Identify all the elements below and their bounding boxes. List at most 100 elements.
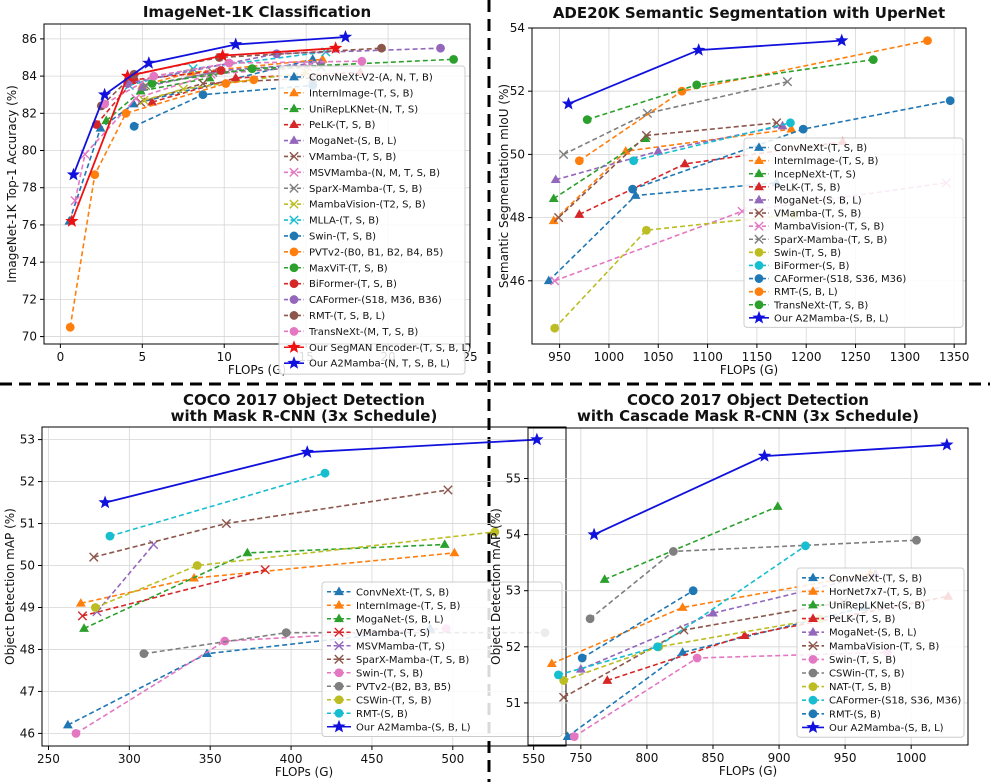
tick-label-y: 53: [20, 433, 35, 447]
tick-label-x: 950: [548, 350, 571, 364]
tick-label-y: 46: [510, 274, 525, 288]
legend-entry: SparX-Mamba-(T, S, B): [774, 235, 887, 246]
data-point: [835, 33, 849, 47]
tick-label-y: 48: [20, 642, 35, 656]
series-9: [90, 527, 500, 612]
data-point: [147, 96, 158, 106]
data-point: [71, 729, 81, 738]
tick-label-x: 350: [199, 752, 222, 766]
legend-marker: [754, 208, 764, 218]
legend-marker: [754, 221, 764, 231]
tick-label-y: 49: [20, 600, 35, 614]
data-point: [215, 48, 230, 62]
series-18: [65, 41, 343, 227]
legend-marker: [289, 231, 299, 241]
data-point: [653, 642, 662, 652]
tick-label-x: 750: [569, 751, 592, 765]
tick-label-x: 950: [834, 751, 857, 765]
data-point: [677, 647, 688, 656]
data-point: [90, 603, 100, 612]
tick-label-x: 850: [702, 751, 725, 765]
series-3: [79, 539, 450, 632]
data-point: [772, 501, 783, 510]
data-point: [97, 87, 112, 101]
legend-marker: [806, 720, 820, 734]
tick-label-y: 53: [506, 584, 521, 598]
data-point: [585, 614, 595, 624]
legend-marker: [334, 613, 344, 623]
tick-label-x: 10: [217, 350, 232, 364]
legend-entry: CAFormer-(S18, S36, M36): [829, 696, 961, 707]
legend-entry: PVTv2-(B0, B1, B2, B4, B5): [309, 247, 443, 258]
tick-label-x: 900: [768, 751, 791, 765]
series-7: [70, 62, 313, 206]
data-point: [229, 37, 243, 51]
series-line: [68, 58, 313, 222]
legend-marker: [289, 247, 299, 257]
tick-label-y: 54: [506, 528, 521, 542]
data-point: [198, 90, 208, 100]
legend-entry: MogaNet-(S, B, L): [356, 614, 444, 625]
data-point: [561, 96, 576, 110]
data-point: [178, 84, 188, 94]
legend-marker: [754, 142, 764, 151]
chart-title: ImageNet-1K Classification: [143, 3, 371, 21]
legend: ConvNeXt-V2-(A, N, T, B) InternImage-(T, …: [278, 65, 471, 375]
data-point: [530, 432, 544, 446]
tick-label-y: 80: [22, 144, 37, 158]
data-point: [801, 541, 810, 551]
tick-label-y: 76: [22, 218, 37, 232]
legend-marker: [289, 263, 299, 273]
data-point: [575, 664, 586, 673]
data-point: [550, 174, 561, 184]
tick-label-y: 54: [510, 21, 525, 35]
legend-entry: CAFormer-(S18, M36, B36): [309, 295, 442, 306]
legend-entry: MogaNet-(S, B, L): [774, 195, 862, 206]
data-point: [357, 56, 367, 66]
data-point: [558, 692, 569, 703]
tick-label-y: 72: [22, 292, 37, 306]
data-point: [945, 96, 955, 106]
tick-label-y: 70: [22, 330, 37, 344]
data-point: [559, 676, 569, 685]
data-point: [128, 98, 139, 108]
data-point: [708, 607, 718, 617]
legend-entry: VMamba-(T, S, B): [309, 152, 396, 163]
tick-label-y: 51: [20, 517, 35, 531]
legend-entry: MSVMamba-(T, S): [356, 641, 445, 652]
data-point: [260, 565, 270, 575]
tick-label-x: 1200: [791, 350, 822, 364]
data-point: [553, 670, 563, 680]
tick-label-y: 48: [510, 211, 525, 225]
data-point: [786, 118, 795, 128]
legend-entry: ConvNeXt-(T, S, B): [356, 587, 449, 598]
series-line: [633, 122, 791, 162]
tick-label-x: 400: [280, 752, 303, 766]
tick-label-y: 51: [506, 696, 521, 710]
series-3: [599, 501, 783, 583]
legend-marker: [754, 194, 764, 204]
chart-panel-1: 0510152025707274767880828486ImageNet-1K …: [5, 3, 478, 377]
data-point: [692, 43, 706, 56]
x-axis-label: FLOPs (G): [228, 363, 286, 377]
legend-marker: [754, 274, 764, 283]
tick-label-x: 800: [635, 751, 658, 765]
data-point: [628, 184, 638, 194]
x-axis-label: FLOPs (G): [275, 765, 333, 779]
legend-marker: [334, 695, 344, 705]
legend-entry: ConvNeXt-(T, S, B): [774, 143, 867, 154]
plot-frame: [531, 27, 967, 345]
chart-title: COCO 2017 Object Detection: [183, 391, 425, 409]
legend-marker: [287, 356, 301, 369]
data-point: [548, 215, 559, 225]
series-11: [98, 432, 544, 509]
legend-entry: Our A2Mamba-(S, B, L): [774, 313, 889, 324]
chart-subtitle: with Mask R-CNN (3x Schedule): [171, 407, 438, 425]
legend-entry: InternImage-(T, S, B): [309, 88, 413, 99]
tick-label-y: 86: [22, 32, 37, 46]
tick-label-x: 1100: [692, 350, 723, 364]
series-13: [147, 54, 459, 88]
tick-label-y: 47: [20, 684, 35, 698]
legend-entry: Swin-(T, S, B): [356, 668, 423, 679]
legend-marker: [289, 167, 299, 178]
